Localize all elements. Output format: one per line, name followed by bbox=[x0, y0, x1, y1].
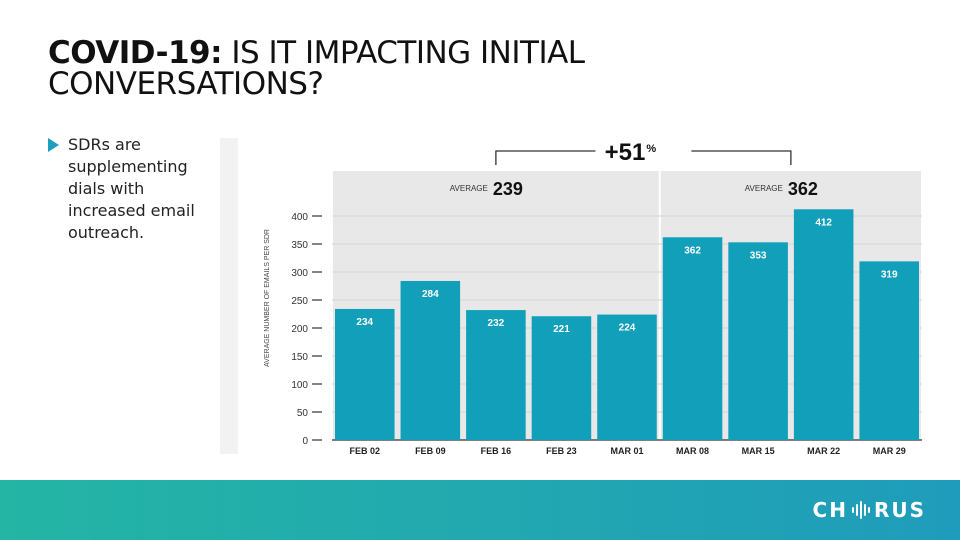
data-label: 362 bbox=[684, 245, 701, 256]
average-label: AVERAGE bbox=[745, 184, 783, 193]
y-tick-label: 200 bbox=[291, 324, 308, 335]
x-tick-label: FEB 16 bbox=[481, 446, 512, 454]
bracket-left bbox=[495, 150, 596, 165]
x-tick-label: FEB 02 bbox=[350, 446, 381, 454]
bar bbox=[531, 316, 592, 440]
bullet-triangle-icon bbox=[48, 138, 59, 152]
footer-bar bbox=[0, 480, 960, 540]
change-unit: % bbox=[646, 143, 656, 155]
bullet-text: SDRs are supplementing dials with increa… bbox=[68, 135, 195, 242]
bar bbox=[728, 242, 788, 440]
data-label: 353 bbox=[750, 250, 767, 261]
data-label: 284 bbox=[422, 289, 439, 300]
waveform-icon bbox=[851, 501, 871, 519]
x-tick-label: FEB 09 bbox=[415, 446, 446, 454]
x-tick-label: FEB 23 bbox=[546, 446, 577, 454]
data-label: 412 bbox=[815, 217, 832, 228]
x-tick-label: MAR 22 bbox=[807, 446, 840, 454]
y-tick-label: 300 bbox=[291, 268, 308, 279]
chorus-logo: CH RUS bbox=[812, 498, 926, 522]
bar bbox=[466, 310, 526, 440]
bar bbox=[597, 314, 657, 440]
data-label: 234 bbox=[356, 317, 373, 328]
bar bbox=[859, 261, 919, 440]
bar bbox=[335, 308, 395, 440]
average-value: 362 bbox=[788, 179, 818, 199]
title-highlight: COVID-19: bbox=[48, 35, 223, 71]
average-value: 239 bbox=[493, 179, 523, 199]
y-tick-label: 250 bbox=[291, 296, 308, 307]
slide-title: COVID-19: IS IT IMPACTING INITIAL CONVER… bbox=[48, 38, 688, 100]
data-label: 224 bbox=[619, 323, 636, 334]
y-tick-label: 50 bbox=[297, 408, 309, 419]
data-label: 221 bbox=[553, 324, 570, 335]
y-axis-label: AVERAGE NUMBER OF EMAILS PER SDR bbox=[264, 229, 271, 367]
x-tick-label: MAR 08 bbox=[676, 446, 709, 454]
chart-left-strip bbox=[220, 138, 238, 454]
bar bbox=[662, 237, 723, 440]
y-tick-label: 150 bbox=[291, 352, 308, 363]
y-tick-label: 400 bbox=[291, 212, 308, 223]
x-tick-label: MAR 01 bbox=[610, 446, 643, 454]
y-tick-label: 100 bbox=[291, 380, 308, 391]
bar bbox=[400, 280, 461, 440]
y-tick-label: 0 bbox=[302, 436, 308, 447]
data-label: 319 bbox=[881, 269, 898, 280]
change-value: +51 bbox=[605, 139, 646, 166]
x-tick-label: MAR 15 bbox=[742, 446, 775, 454]
title-text: IS IT IMPACTING INITIAL CONVERSATIONS? bbox=[48, 35, 585, 102]
bracket-right bbox=[691, 150, 792, 165]
x-tick-label: MAR 29 bbox=[873, 446, 906, 454]
logo-text-right: RUS bbox=[873, 498, 926, 522]
bar-chart: 0 50 100 150 200 250 300 350 400 AVERAGE NUMBER O… bbox=[220, 138, 922, 454]
y-tick-label: 350 bbox=[291, 240, 308, 251]
bar bbox=[793, 209, 854, 440]
average-label: AVERAGE bbox=[450, 184, 488, 193]
data-label: 232 bbox=[488, 318, 505, 329]
logo-text-left: CH bbox=[812, 498, 848, 522]
